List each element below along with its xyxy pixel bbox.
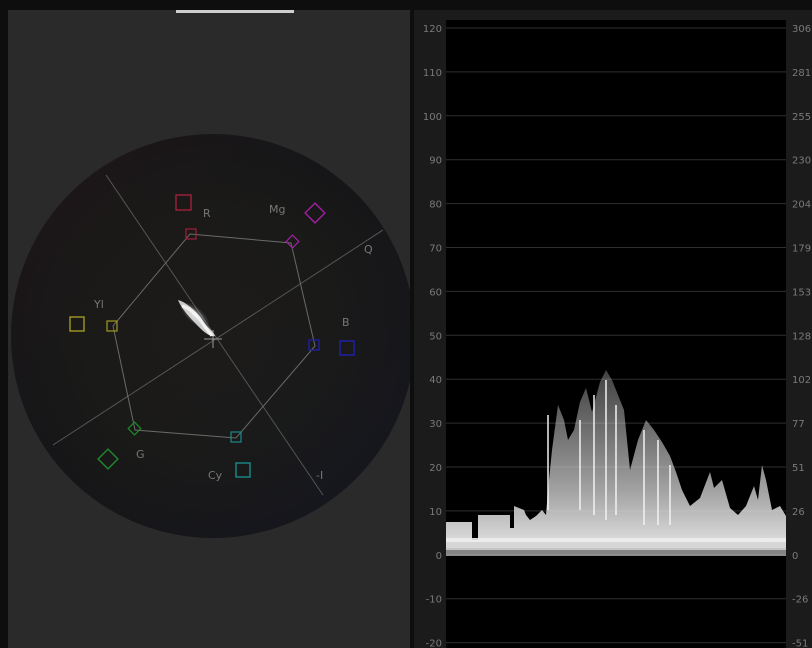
waveform-left-tick-label: 110 — [423, 68, 442, 79]
label-yl: Yl — [93, 298, 104, 311]
waveform-right-tick-label: 153 — [792, 287, 811, 298]
waveform-left-tick-label: 40 — [429, 375, 442, 386]
waveform-right-tick-label: 255 — [792, 112, 811, 123]
label-minus-i: -I — [316, 469, 323, 482]
label-b: B — [342, 316, 350, 329]
waveform-left-tick-label: -10 — [426, 595, 442, 606]
label-g: G — [136, 448, 145, 461]
waveform-left-tick-label: 70 — [429, 244, 442, 255]
target-r-outer — [175, 194, 192, 211]
target-cy-outer — [235, 462, 251, 478]
target-g-inner — [127, 421, 142, 436]
waveform-right-tick-label: 128 — [792, 331, 811, 342]
waveform-right-tick-label: 26 — [792, 507, 805, 518]
waveform-right-tick-label: 179 — [792, 244, 811, 255]
waveform-panel: 120 110 100 90 80 70 60 50 40 30 20 10 0 -10 -20 306 28… — [414, 10, 812, 648]
waveform-left-tick-label: 10 — [429, 507, 442, 518]
waveform-left-tick-label: 120 — [423, 24, 442, 35]
waveform-right-tick-label: 306 — [792, 24, 811, 35]
label-q: Q — [364, 243, 373, 256]
target-yl-outer — [69, 316, 85, 332]
target-b-outer — [339, 340, 355, 356]
target-g-outer — [97, 448, 119, 470]
waveform-left-tick-label: 20 — [429, 463, 442, 474]
waveform-left-tick-label: 90 — [429, 156, 442, 167]
waveform-right-tick-label: 0 — [792, 551, 798, 562]
vectorscope-trace — [178, 300, 215, 337]
waveform-right-scale: 306 281 255 230 204 179 153 128 102 77 51 26 0 -26 -51 — [792, 24, 811, 648]
waveform-right-tick-label: 230 — [792, 156, 811, 167]
waveform-left-tick-label: 60 — [429, 287, 442, 298]
target-mg-outer — [304, 202, 326, 224]
waveform-right-tick-label: -26 — [792, 595, 808, 606]
target-b-inner — [308, 339, 320, 351]
label-r: R — [203, 207, 211, 220]
label-mg: Mg — [269, 203, 285, 216]
vectorscope-graph: R Mg Q Yl B G Cy -I — [11, 134, 410, 538]
waveform-left-tick-label: 0 — [436, 551, 442, 562]
waveform-right-tick-label: -51 — [792, 639, 808, 648]
waveform-left-tick-label: -20 — [426, 639, 442, 648]
vectorscope-panel: R Mg Q Yl B G Cy -I — [8, 10, 410, 648]
vectorscope-top-indicator — [176, 10, 294, 13]
target-yl-inner — [106, 320, 118, 332]
target-mg-inner — [285, 234, 300, 249]
target-r-inner — [185, 228, 197, 240]
waveform-right-tick-label: 51 — [792, 463, 805, 474]
label-cy: Cy — [208, 469, 223, 482]
waveform-left-tick-label: 100 — [423, 112, 442, 123]
target-cy-inner — [230, 431, 242, 443]
waveform-left-tick-label: 30 — [429, 419, 442, 430]
waveform-right-tick-label: 281 — [792, 68, 811, 79]
waveform-right-tick-label: 204 — [792, 200, 811, 211]
waveform-right-tick-label: 102 — [792, 375, 811, 386]
waveform-right-tick-label: 77 — [792, 419, 805, 430]
q-axis-line — [52, 229, 384, 446]
waveform-trace — [446, 370, 786, 556]
vectorscope-graticule-hexagon — [112, 233, 316, 439]
waveform-left-tick-label: 80 — [429, 200, 442, 211]
waveform-left-tick-label: 50 — [429, 331, 442, 342]
